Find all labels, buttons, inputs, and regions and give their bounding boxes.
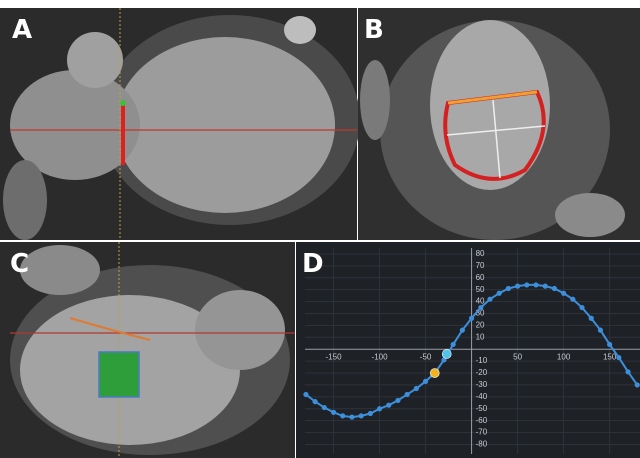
panel-b: B xyxy=(358,8,640,240)
y-tick-label: -10 xyxy=(476,356,488,365)
point xyxy=(487,297,492,302)
y-tick-label: 70 xyxy=(476,261,485,270)
point xyxy=(340,413,345,418)
point xyxy=(561,291,566,296)
point xyxy=(570,297,575,302)
point xyxy=(552,286,557,291)
point xyxy=(395,398,400,403)
y-tick-label: 20 xyxy=(476,321,485,330)
highlight-point xyxy=(430,369,439,378)
x-tick-label: -50 xyxy=(420,352,432,361)
point xyxy=(451,342,456,347)
point xyxy=(469,316,474,321)
panel-d: 8070605040302010-10-20-30-40-50-60-70-80… xyxy=(296,242,640,458)
point xyxy=(460,328,465,333)
point xyxy=(497,291,502,296)
point xyxy=(635,382,640,387)
point xyxy=(607,342,612,347)
y-tick-label: 10 xyxy=(476,332,485,341)
x-tick-label: -150 xyxy=(326,352,343,361)
y-tick-label: -20 xyxy=(476,368,488,377)
point xyxy=(524,282,529,287)
x-tick-label: 150 xyxy=(603,352,617,361)
x-tick-label: 100 xyxy=(557,352,571,361)
point xyxy=(377,406,382,411)
x-tick-label: -100 xyxy=(372,352,389,361)
panel-c: C xyxy=(0,242,295,458)
y-tick-label: 80 xyxy=(476,249,485,258)
highlight-point xyxy=(442,349,451,358)
point xyxy=(506,286,511,291)
y-tick-label: -30 xyxy=(476,380,488,389)
point xyxy=(625,369,630,374)
panel-label: C xyxy=(10,249,29,279)
point xyxy=(423,379,428,384)
point xyxy=(589,316,594,321)
point xyxy=(478,305,483,310)
point xyxy=(331,410,336,415)
y-tick-label: -40 xyxy=(476,392,488,401)
y-tick-label: -80 xyxy=(476,440,488,449)
point xyxy=(543,284,548,289)
point xyxy=(405,392,410,397)
y-tick-label: 60 xyxy=(476,273,485,282)
point xyxy=(533,282,538,287)
figure: A B C 8070605040302010-10-20-30-40-50-60… xyxy=(0,0,640,458)
point xyxy=(359,413,364,418)
y-tick-label: -50 xyxy=(476,404,488,413)
point xyxy=(414,386,419,391)
point xyxy=(303,392,308,397)
y-tick-label: -70 xyxy=(476,428,488,437)
x-tick-label: 50 xyxy=(513,352,522,361)
point xyxy=(579,305,584,310)
point xyxy=(368,411,373,416)
y-tick-label: 50 xyxy=(476,285,485,294)
point xyxy=(386,403,391,408)
point xyxy=(515,284,520,289)
point xyxy=(616,355,621,360)
point xyxy=(349,414,354,419)
point xyxy=(598,328,603,333)
panel-label: A xyxy=(12,15,32,45)
panel-label: B xyxy=(364,15,384,45)
point xyxy=(313,399,318,404)
y-tick-label: -60 xyxy=(476,416,488,425)
point xyxy=(322,405,327,410)
panel-label: D xyxy=(302,249,324,279)
panel-a: A xyxy=(0,8,360,240)
